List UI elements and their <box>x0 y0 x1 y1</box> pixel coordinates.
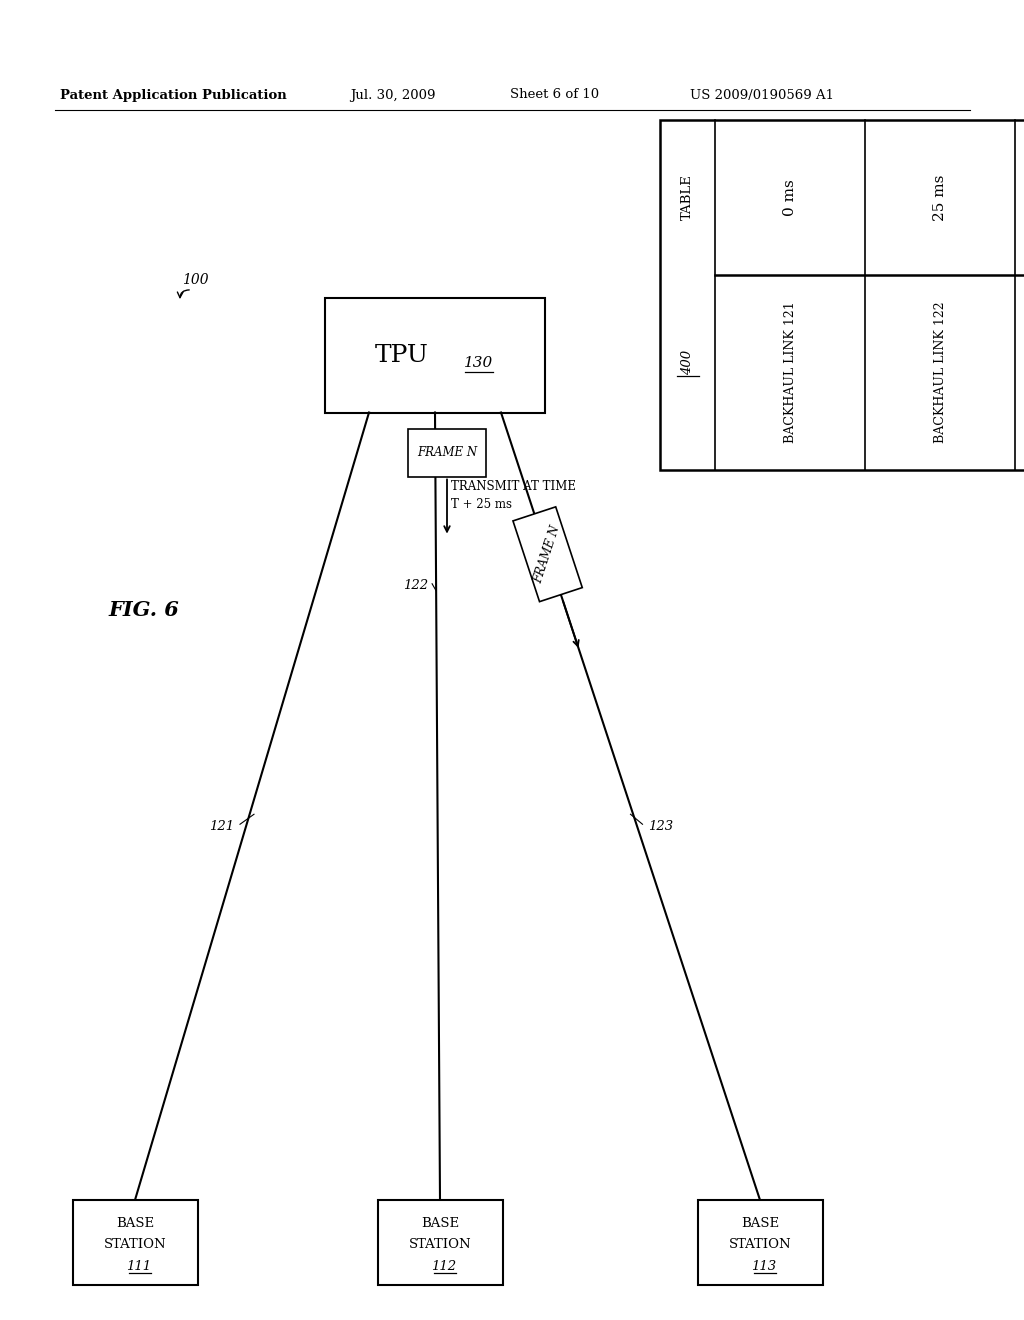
Text: Patent Application Publication: Patent Application Publication <box>60 88 287 102</box>
Text: BASE: BASE <box>741 1217 779 1230</box>
Text: 400: 400 <box>681 350 694 375</box>
Text: BASE: BASE <box>116 1217 154 1230</box>
Polygon shape <box>513 507 583 602</box>
Text: 0 ms: 0 ms <box>783 180 797 216</box>
Text: 25 ms: 25 ms <box>933 174 947 220</box>
Text: Sheet 6 of 10: Sheet 6 of 10 <box>510 88 599 102</box>
Text: 130: 130 <box>464 356 494 370</box>
Bar <box>660 120 1024 470</box>
Bar <box>378 1200 503 1284</box>
Text: BASE: BASE <box>421 1217 459 1230</box>
Text: FRAME N: FRAME N <box>532 524 563 585</box>
Text: BACKHAUL LINK 122: BACKHAUL LINK 122 <box>934 302 946 444</box>
Text: TPU: TPU <box>375 343 429 367</box>
Bar <box>697 1200 822 1284</box>
Text: 113: 113 <box>752 1259 776 1272</box>
Bar <box>73 1200 198 1284</box>
Text: 111: 111 <box>126 1259 152 1272</box>
Text: STATION: STATION <box>103 1238 166 1251</box>
Text: 121: 121 <box>209 820 234 833</box>
Text: 122: 122 <box>403 579 428 593</box>
Text: US 2009/0190569 A1: US 2009/0190569 A1 <box>690 88 834 102</box>
Text: STATION: STATION <box>729 1238 792 1251</box>
Text: FIG. 6: FIG. 6 <box>108 601 179 620</box>
Bar <box>408 429 486 477</box>
Text: BACKHAUL LINK 121: BACKHAUL LINK 121 <box>783 302 797 444</box>
Text: TRANSMIT AT TIME: TRANSMIT AT TIME <box>451 480 575 494</box>
Text: 123: 123 <box>648 820 674 833</box>
Text: TABLE: TABLE <box>681 174 694 220</box>
Text: STATION: STATION <box>409 1238 471 1251</box>
Text: FRAME N: FRAME N <box>417 446 477 459</box>
Bar <box>325 297 545 412</box>
Text: 100: 100 <box>182 273 209 286</box>
Text: T + 25 ms: T + 25 ms <box>451 499 512 511</box>
Text: 112: 112 <box>431 1259 457 1272</box>
Text: Jul. 30, 2009: Jul. 30, 2009 <box>350 88 435 102</box>
